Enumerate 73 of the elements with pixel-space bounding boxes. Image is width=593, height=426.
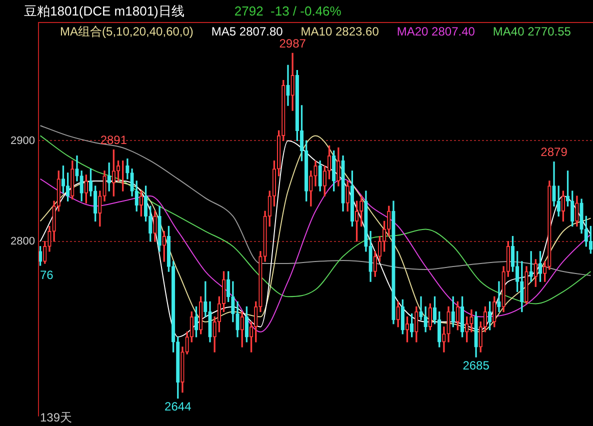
candlestick [286,64,290,106]
candlestick [139,190,144,217]
candlestick [392,200,396,324]
candlestick [166,226,171,272]
candlestick [524,266,528,304]
candlestick [534,259,538,287]
candlestick [506,241,510,277]
candlestick [318,160,322,192]
candlestick [322,166,327,196]
candlestick [107,162,111,192]
candlestick [373,251,377,277]
candlestick [341,155,345,212]
candlestick [94,186,98,222]
candlestick [561,190,566,222]
candlestick [529,251,533,282]
text: MA5 2807.80 [211,24,284,38]
candlestick [208,301,212,342]
candlestick [510,236,515,272]
candlestick [185,332,189,354]
annotation: 2685 [462,358,490,372]
candlestick [66,172,70,202]
candlestick [70,160,74,200]
candlestick [98,190,102,227]
candlestick [75,155,79,182]
chart-subtitle: 2792 -13 / -0.46% [234,4,342,19]
annotation: 2644 [164,400,192,414]
candlestick [442,326,446,352]
candlestick [314,160,318,186]
annotation: 2891 [100,133,128,148]
candlestick [474,311,478,358]
candlestick [171,261,176,352]
candlestick [180,346,184,393]
candlestick [346,180,350,212]
y-tick-label: 2900 [10,134,35,147]
candlestick [84,174,88,204]
candlestick [502,266,506,312]
candlestick [396,301,400,328]
candlestick [102,170,106,202]
candlestick [88,168,93,196]
candlestick [309,170,313,206]
candlestick [470,309,474,332]
candlestick [548,180,552,270]
annotation: 2879 [540,145,568,160]
candlestick [446,306,450,342]
candlestick [272,160,276,206]
y-tick-label: 2800 [10,235,35,248]
candlestick [538,251,542,282]
candlestick [130,168,134,196]
candlestick [336,147,340,186]
text: MA10 2823.60 [300,24,380,38]
candlestick [575,196,579,227]
candlestick [566,170,570,206]
candlestick [153,210,157,242]
candlestick [543,261,547,282]
text: MA20 2807.40 [396,24,476,38]
legend-title: MA组合(5,10,20,40,60,0) [60,24,194,38]
candlestick [112,149,116,196]
candlestick [134,180,138,212]
candlestick [290,52,294,111]
candlestick [80,170,84,202]
annotation: 139天 [40,410,72,424]
candlestick [38,246,42,266]
candlestick [61,166,66,194]
candlestick [350,170,354,227]
chart-title: 豆粕1801(DCE m1801)日线 [24,4,184,19]
line-series [40,178,592,332]
text: MA40 2770.55 [492,24,572,38]
candlestick [176,336,180,399]
candlestick [158,206,162,252]
candlestick [332,150,336,192]
annotation: 76 [40,268,54,282]
candlestick [497,281,501,312]
annotation: 2987 [279,36,306,50]
